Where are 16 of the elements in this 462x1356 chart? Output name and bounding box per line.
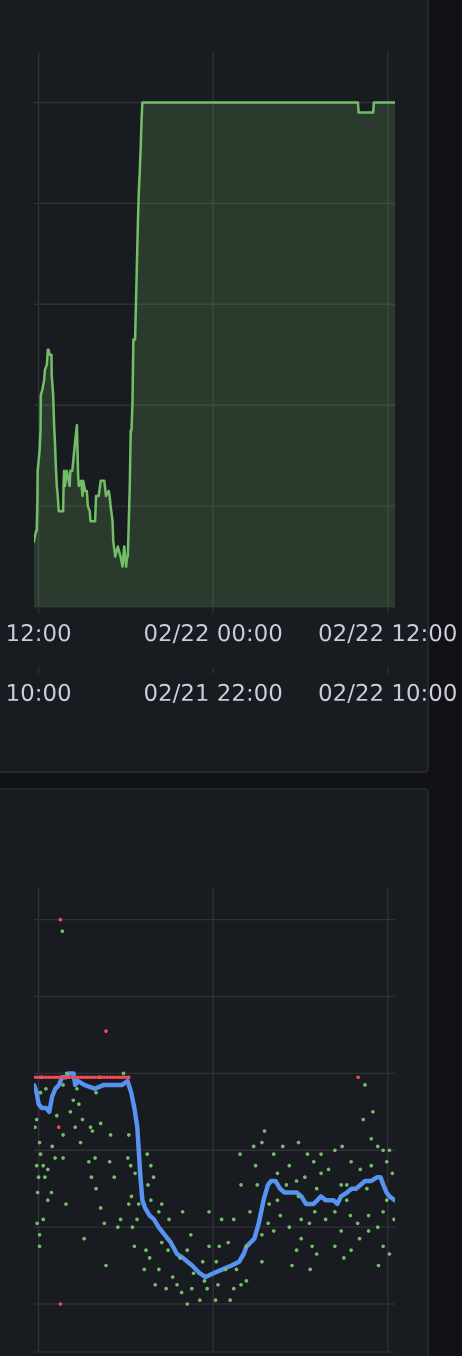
x2-tick-label: 02/21 22:00 [144, 683, 282, 703]
x2-tick-label: 10:00 [8, 683, 71, 702]
x-tick-label: 02/22 00:00 [144, 624, 282, 644]
point [55, 1075, 60, 1080]
point [87, 1075, 92, 1080]
x-tick-label: 02/22 12:00 [319, 624, 456, 644]
point [116, 1075, 121, 1080]
point [56, 1125, 61, 1130]
point [104, 1029, 108, 1033]
point [52, 1075, 57, 1080]
x-tick-label: 12:00 [8, 624, 71, 642]
x2-tick-label: 02/22 10:00 [319, 683, 456, 703]
point [84, 1075, 89, 1080]
point [119, 1075, 124, 1080]
point [49, 1075, 54, 1080]
point [113, 1075, 118, 1080]
